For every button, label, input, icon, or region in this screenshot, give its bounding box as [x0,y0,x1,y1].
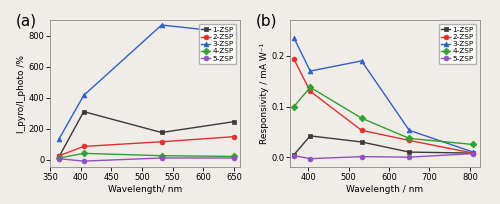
2-ZSP [470,152,476,154]
4-ZSP [291,105,297,108]
1-ZSP [80,110,86,113]
2-ZSP [231,135,237,138]
3-ZSP [56,137,62,140]
2-ZSP [358,129,364,132]
1-ZSP [291,153,297,156]
2-ZSP [307,90,313,93]
5-ZSP [56,157,62,160]
5-ZSP [406,156,412,158]
2-ZSP [406,139,412,142]
Line: 2-ZSP: 2-ZSP [292,57,476,155]
5-ZSP [307,157,313,160]
Line: 1-ZSP: 1-ZSP [292,133,476,157]
Legend: 1-ZSP, 2-ZSP, 3-ZSP, 4-ZSP, 5-ZSP: 1-ZSP, 2-ZSP, 3-ZSP, 4-ZSP, 5-ZSP [438,24,476,64]
Line: 3-ZSP: 3-ZSP [292,36,476,154]
5-ZSP [158,157,164,159]
1-ZSP [406,151,412,153]
4-ZSP [80,152,86,155]
Line: 4-ZSP: 4-ZSP [292,85,476,147]
3-ZSP [291,37,297,39]
Text: (b): (b) [256,13,278,28]
5-ZSP [470,152,476,155]
4-ZSP [470,143,476,146]
1-ZSP [307,135,313,137]
1-ZSP [56,155,62,158]
5-ZSP [291,154,297,157]
Y-axis label: I_pyro/I_photo /%: I_pyro/I_photo /% [17,55,26,133]
4-ZSP [307,86,313,89]
3-ZSP [231,32,237,34]
5-ZSP [231,157,237,159]
4-ZSP [158,154,164,157]
2-ZSP [158,141,164,143]
3-ZSP [158,24,164,26]
4-ZSP [231,155,237,158]
X-axis label: Wavelength/ nm: Wavelength/ nm [108,185,182,194]
Line: 4-ZSP: 4-ZSP [57,151,236,160]
4-ZSP [406,137,412,140]
5-ZSP [80,160,86,162]
2-ZSP [80,145,86,148]
Legend: 1-ZSP, 2-ZSP, 3-ZSP, 4-ZSP, 5-ZSP: 1-ZSP, 2-ZSP, 3-ZSP, 4-ZSP, 5-ZSP [198,24,236,64]
5-ZSP [358,155,364,158]
Line: 1-ZSP: 1-ZSP [57,109,236,159]
X-axis label: Wavelength / nm: Wavelength / nm [346,185,424,194]
3-ZSP [406,129,412,132]
3-ZSP [470,151,476,153]
3-ZSP [80,94,86,97]
2-ZSP [291,58,297,61]
3-ZSP [358,60,364,62]
1-ZSP [470,152,476,154]
4-ZSP [358,117,364,119]
Y-axis label: Responsivity / mA W⁻¹: Responsivity / mA W⁻¹ [260,43,268,144]
1-ZSP [358,141,364,143]
1-ZSP [158,131,164,134]
4-ZSP [56,157,62,159]
1-ZSP [231,120,237,123]
Line: 3-ZSP: 3-ZSP [57,23,236,141]
Text: (a): (a) [16,13,37,28]
3-ZSP [307,70,313,72]
2-ZSP [56,154,62,157]
Line: 2-ZSP: 2-ZSP [57,134,236,158]
Line: 5-ZSP: 5-ZSP [57,156,236,164]
Line: 5-ZSP: 5-ZSP [292,151,476,161]
